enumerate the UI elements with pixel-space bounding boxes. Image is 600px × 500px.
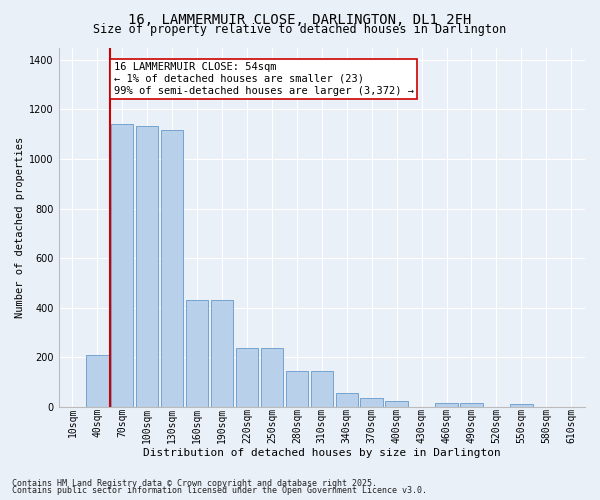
Bar bbox=[286, 371, 308, 406]
Bar bbox=[385, 401, 408, 406]
Bar bbox=[361, 398, 383, 406]
Bar bbox=[236, 348, 258, 406]
X-axis label: Distribution of detached houses by size in Darlington: Distribution of detached houses by size … bbox=[143, 448, 501, 458]
Bar bbox=[86, 354, 109, 406]
Text: Contains HM Land Registry data © Crown copyright and database right 2025.: Contains HM Land Registry data © Crown c… bbox=[12, 478, 377, 488]
Text: Size of property relative to detached houses in Darlington: Size of property relative to detached ho… bbox=[94, 22, 506, 36]
Bar bbox=[211, 300, 233, 406]
Bar bbox=[136, 126, 158, 406]
Text: Contains public sector information licensed under the Open Government Licence v3: Contains public sector information licen… bbox=[12, 486, 427, 495]
Bar bbox=[311, 371, 333, 406]
Bar bbox=[186, 300, 208, 406]
Bar bbox=[261, 348, 283, 406]
Text: 16 LAMMERMUIR CLOSE: 54sqm
← 1% of detached houses are smaller (23)
99% of semi-: 16 LAMMERMUIR CLOSE: 54sqm ← 1% of detac… bbox=[113, 62, 413, 96]
Bar bbox=[111, 124, 133, 406]
Bar bbox=[335, 393, 358, 406]
Bar bbox=[161, 130, 184, 406]
Bar bbox=[460, 403, 483, 406]
Text: 16, LAMMERMUIR CLOSE, DARLINGTON, DL1 2FH: 16, LAMMERMUIR CLOSE, DARLINGTON, DL1 2F… bbox=[128, 12, 472, 26]
Y-axis label: Number of detached properties: Number of detached properties bbox=[15, 136, 25, 318]
Bar bbox=[436, 403, 458, 406]
Bar bbox=[510, 404, 533, 406]
